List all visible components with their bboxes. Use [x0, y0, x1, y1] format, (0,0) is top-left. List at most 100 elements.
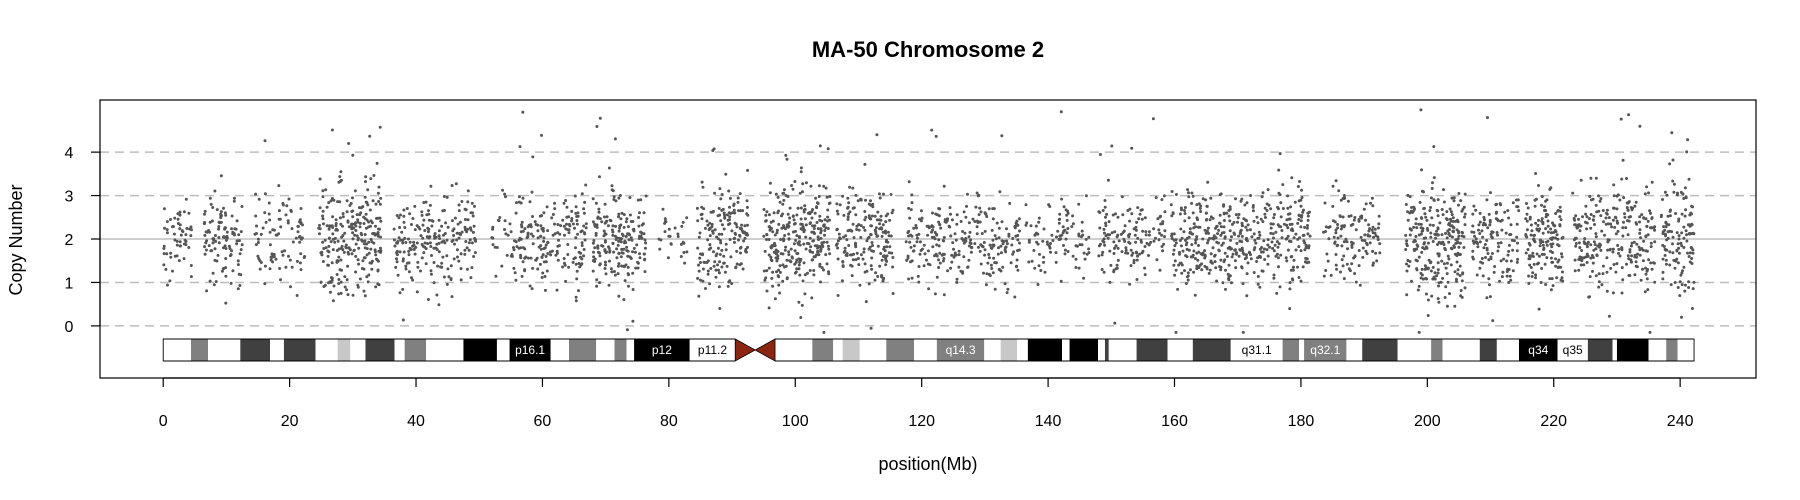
data-point-2351: [1106, 233, 1110, 237]
data-point-3012: [1442, 262, 1446, 266]
data-point-897: [519, 246, 523, 250]
data-point-2783: [1206, 226, 1210, 230]
data-point-1431: [812, 269, 816, 272]
data-point-1825: [851, 206, 855, 210]
data-point-979: [618, 194, 622, 197]
data-point-3363: [1558, 215, 1562, 219]
data-point-2575: [1291, 229, 1295, 233]
data-point-2666: [1284, 237, 1288, 241]
data-point-1359: [728, 279, 732, 283]
data-point-1208: [713, 228, 717, 232]
data-point-329: [330, 197, 334, 200]
data-point-2473: [1303, 241, 1307, 245]
data-point-1417: [806, 211, 810, 215]
data-point-3234: [1484, 256, 1487, 259]
data-point-3767: [1592, 240, 1596, 244]
data-point-1335: [717, 285, 721, 289]
data-point-3790: [1666, 214, 1670, 218]
data-point-586: [453, 242, 456, 246]
data-point-2551: [1263, 206, 1267, 210]
data-point-2760: [1219, 225, 1223, 229]
data-point-606: [464, 240, 468, 243]
data-point-2486: [1203, 249, 1207, 253]
data-point-517: [339, 280, 343, 284]
data-point-2574: [1173, 244, 1177, 248]
data-point-1052: [598, 254, 602, 258]
data-point-2030: [982, 241, 986, 244]
data-point-530: [456, 255, 459, 259]
data-point-251: [268, 267, 272, 271]
data-point-3855: [1661, 277, 1665, 281]
data-point-3839: [1663, 190, 1667, 194]
data-point-1346: [705, 219, 709, 223]
band-57: [1612, 339, 1617, 361]
data-point-1653: [777, 222, 781, 226]
data-point-2: [178, 240, 182, 244]
data-point-492: [317, 226, 321, 230]
data-point-902: [584, 226, 588, 230]
data-point-94: [222, 206, 225, 210]
data-point-658: [392, 227, 396, 231]
data-point-3686: [1621, 226, 1625, 230]
data-point-513: [379, 246, 382, 250]
data-point-665: [424, 200, 428, 204]
data-point-1538: [795, 213, 799, 217]
data-point-369: [379, 196, 383, 200]
data-point-3153: [1438, 221, 1442, 225]
band-60: [1666, 339, 1678, 361]
data-point-924: [515, 245, 519, 249]
data-point-3830: [1690, 257, 1694, 260]
data-point-701: [424, 247, 428, 251]
data-point-3111: [1454, 219, 1458, 223]
data-point-1803: [854, 243, 857, 247]
data-point-2182: [1032, 249, 1036, 252]
data-point-1099: [631, 228, 635, 232]
data-point-3325: [1511, 269, 1515, 273]
data-point-3422: [1534, 273, 1538, 277]
data-point-836: [540, 255, 544, 259]
data-point-3444: [1541, 243, 1545, 247]
data-point-2247: [1117, 239, 1121, 243]
data-point-522: [450, 219, 454, 223]
data-point-50: [184, 197, 188, 201]
data-point-1223: [724, 172, 728, 176]
data-point-1150: [617, 252, 621, 256]
data-point-2607: [1266, 238, 1270, 242]
data-point-2248: [1152, 227, 1156, 231]
data-point-49: [184, 240, 188, 243]
data-point-3852: [1683, 289, 1687, 293]
data-point-1362: [719, 241, 723, 245]
data-point-2480: [1245, 256, 1248, 259]
data-point-3062: [1417, 330, 1421, 334]
data-point-2777: [1195, 264, 1199, 268]
data-point-3777: [1574, 223, 1577, 227]
data-point-1587: [801, 225, 805, 229]
data-point-1271: [728, 205, 731, 209]
data-point-2650: [1288, 212, 1292, 216]
data-point-463: [337, 180, 341, 184]
data-point-2118: [967, 235, 971, 239]
data-point-3220: [1429, 260, 1433, 264]
data-point-947: [543, 275, 547, 278]
data-point-1760: [842, 213, 846, 217]
data-point-3490: [1542, 252, 1546, 256]
data-point-3475: [1559, 209, 1563, 213]
data-point-928: [530, 190, 534, 194]
data-point-3265: [1500, 275, 1504, 279]
data-point-3720: [1635, 255, 1639, 259]
data-point-2454: [1172, 263, 1176, 267]
data-point-3870: [1672, 190, 1676, 194]
data-point-2495: [1275, 291, 1279, 295]
data-point-3814: [1663, 253, 1667, 257]
data-point-2091: [916, 236, 919, 240]
data-point-2924: [1325, 252, 1329, 256]
data-point-3331: [1488, 220, 1492, 224]
data-point-2962: [1348, 269, 1352, 273]
data-point-72: [216, 253, 220, 257]
data-point-3756: [1645, 185, 1649, 189]
data-point-3338: [1489, 232, 1493, 236]
data-point-1443: [819, 280, 822, 284]
data-point-260: [362, 222, 366, 225]
data-point-1924: [964, 215, 968, 219]
data-point-1491: [809, 184, 813, 188]
